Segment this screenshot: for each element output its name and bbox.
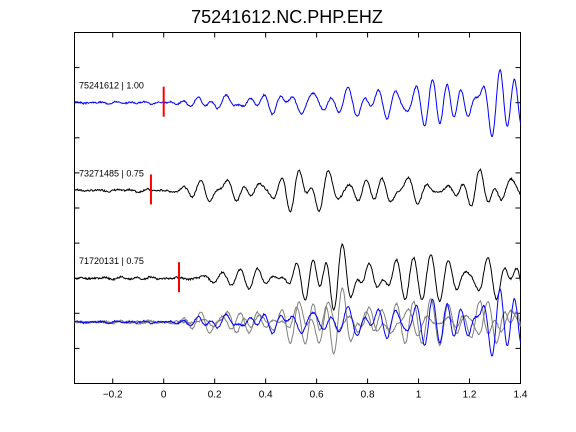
overlay-line-0	[74, 287, 521, 357]
pick-markers	[149, 86, 180, 293]
trace-label-1: 73271485 | 0.75	[79, 168, 144, 178]
x-tick-label: 1	[416, 390, 422, 401]
overlay-line-1	[74, 299, 521, 345]
x-tick-label: 0.6	[310, 390, 324, 401]
x-tick-label: 0.2	[208, 390, 222, 401]
x-tick-label: 0.4	[259, 390, 273, 401]
traces	[74, 68, 521, 312]
x-axis: −0.2 0 0.2 0.4 0.6 0.8 1 1.2 1.4	[103, 32, 528, 401]
trace-line-2	[74, 243, 521, 312]
overlay-traces	[74, 287, 521, 357]
chart-title: 75241612.NC.PHP.EHZ	[191, 7, 383, 27]
x-tick-label: −0.2	[103, 390, 123, 401]
trace-labels: 75241612 | 1.00 73271485 | 0.75 71720131 |…	[79, 81, 144, 267]
trace-label-2: 71720131 | 0.75	[79, 256, 144, 266]
x-tick-label: 1.4	[514, 390, 528, 401]
trace-label-0: 75241612 | 1.00	[79, 81, 144, 91]
trace-line-1	[74, 168, 521, 213]
x-tick-label: 1.2	[463, 390, 477, 401]
trace-line-0	[74, 68, 521, 138]
x-tick-label: 0.8	[361, 390, 375, 401]
x-tick-label: 0	[161, 390, 167, 401]
